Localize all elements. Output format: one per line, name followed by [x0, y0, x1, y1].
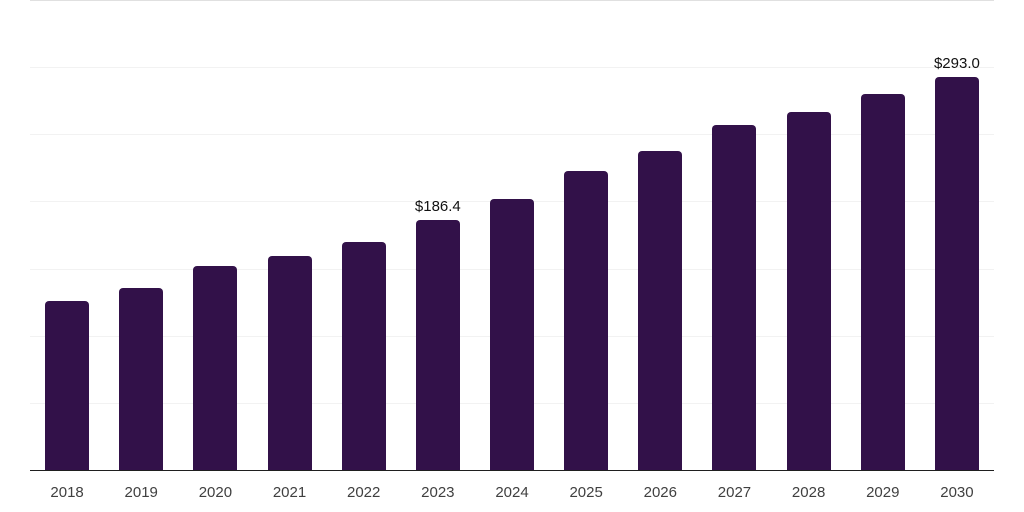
bar-value-label-2023: $186.4	[414, 197, 461, 215]
x-tick-label-2028: 2028	[791, 484, 826, 501]
gridline-250	[30, 134, 994, 136]
x-tick-label-2026: 2026	[643, 484, 677, 501]
gridline-300	[30, 67, 994, 69]
gridline-350	[30, 0, 994, 1]
x-tick-label-2025: 2025	[569, 484, 603, 501]
x-tick-label-2029: 2029	[866, 484, 900, 501]
bar-2027	[712, 125, 757, 470]
bar-2029	[860, 93, 905, 470]
x-tick-label-2019: 2019	[124, 484, 158, 501]
x-tick-label-2021: 2021	[272, 484, 307, 501]
x-tick-label-2020: 2020	[198, 484, 233, 501]
bar-2026	[638, 151, 683, 470]
bar-value-label-2030: $293.0	[933, 54, 980, 72]
bar-2025	[564, 171, 609, 470]
x-tick-label-2030: 2030	[940, 484, 974, 501]
x-tick-label-2022: 2022	[347, 484, 381, 501]
bar-2021	[267, 256, 312, 470]
x-tick-label-2018: 2018	[50, 484, 84, 501]
bar-2023	[415, 219, 460, 470]
bar-2020	[193, 266, 238, 470]
x-tick-label-2023: 2023	[421, 484, 455, 501]
plot-area: $186.4 $293.0	[30, 0, 994, 471]
bar-2030	[934, 76, 979, 470]
bar-2024	[490, 199, 534, 470]
x-tick-label-2024: 2024	[495, 484, 529, 501]
bar-2028	[786, 112, 831, 470]
bar-2018	[45, 301, 90, 470]
x-axis: 2018 2019 2020 2021 2022 2023 2024 2025 2026 2027…	[30, 471, 994, 512]
bar-2022	[341, 241, 386, 470]
x-tick-label-2027: 2027	[717, 484, 752, 501]
bar-2019	[119, 288, 164, 470]
